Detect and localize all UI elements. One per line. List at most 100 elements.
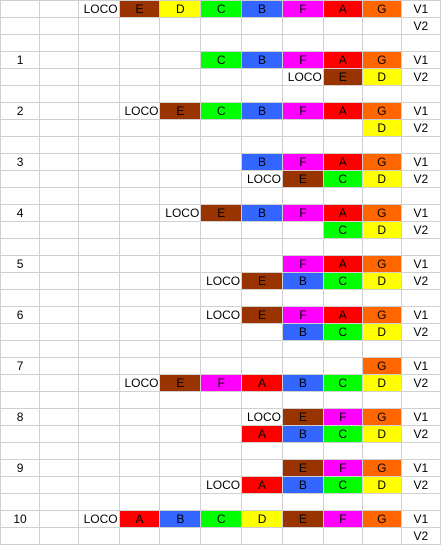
wagon-cell-a[interactable]: A [241, 425, 283, 443]
loco-cell[interactable]: LOCO [118, 102, 161, 120]
empty-cell[interactable] [77, 493, 120, 511]
wagon-cell-c[interactable]: C [322, 221, 363, 239]
wagon-cell-e[interactable]: E [281, 170, 324, 188]
empty-cell[interactable] [200, 119, 243, 137]
track-label-cell[interactable]: V2 [400, 221, 441, 239]
empty-cell[interactable] [200, 187, 243, 205]
step-number-cell[interactable] [0, 85, 41, 103]
empty-cell[interactable] [77, 408, 120, 426]
empty-cell[interactable] [200, 153, 243, 171]
empty-cell[interactable] [361, 527, 402, 545]
empty-cell[interactable] [77, 476, 120, 494]
empty-cell[interactable] [77, 17, 120, 35]
empty-cell[interactable] [241, 357, 283, 375]
wagon-cell-c[interactable]: C [200, 0, 243, 18]
empty-cell[interactable] [118, 425, 161, 443]
wagon-cell-a[interactable]: A [322, 102, 363, 120]
wagon-cell-a[interactable]: A [241, 374, 283, 392]
empty-cell[interactable] [118, 459, 161, 477]
track-label-cell[interactable]: V1 [400, 408, 441, 426]
track-label-cell[interactable]: V2 [400, 425, 441, 443]
empty-cell[interactable] [77, 340, 120, 358]
empty-cell[interactable] [159, 68, 202, 86]
wagon-cell-f[interactable]: F [200, 374, 243, 392]
empty-cell[interactable] [200, 425, 243, 443]
wagon-cell-d[interactable]: D [159, 0, 202, 18]
empty-cell[interactable] [281, 34, 324, 52]
wagon-cell-d[interactable]: D [361, 272, 402, 290]
wagon-cell-d[interactable]: D [241, 510, 283, 528]
empty-cell[interactable] [361, 493, 402, 511]
blank-cell[interactable] [39, 442, 79, 460]
blank-cell[interactable] [39, 323, 79, 341]
empty-cell[interactable] [241, 527, 283, 545]
empty-cell[interactable] [281, 442, 324, 460]
wagon-cell-g[interactable]: G [361, 204, 402, 222]
track-label-cell[interactable] [400, 442, 441, 460]
empty-cell[interactable] [118, 408, 161, 426]
empty-cell[interactable] [77, 187, 120, 205]
track-label-cell[interactable]: V1 [400, 153, 441, 171]
empty-cell[interactable] [159, 85, 202, 103]
empty-cell[interactable] [322, 527, 363, 545]
step-number-cell[interactable] [0, 0, 41, 18]
wagon-cell-e[interactable]: E [281, 510, 324, 528]
track-label-cell[interactable] [400, 187, 441, 205]
empty-cell[interactable] [77, 238, 120, 256]
empty-cell[interactable] [361, 34, 402, 52]
empty-cell[interactable] [118, 272, 161, 290]
wagon-cell-f[interactable]: F [281, 153, 324, 171]
empty-cell[interactable] [322, 136, 363, 154]
wagon-cell-c[interactable]: C [322, 272, 363, 290]
empty-cell[interactable] [322, 289, 363, 307]
empty-cell[interactable] [281, 221, 324, 239]
empty-cell[interactable] [361, 187, 402, 205]
empty-cell[interactable] [322, 85, 363, 103]
blank-cell[interactable] [39, 68, 79, 86]
empty-cell[interactable] [281, 527, 324, 545]
empty-cell[interactable] [77, 34, 120, 52]
wagon-cell-e[interactable]: E [281, 408, 324, 426]
empty-cell[interactable] [200, 493, 243, 511]
empty-cell[interactable] [361, 85, 402, 103]
blank-cell[interactable] [39, 187, 79, 205]
empty-cell[interactable] [200, 170, 243, 188]
empty-cell[interactable] [159, 119, 202, 137]
step-number-cell[interactable] [0, 323, 41, 341]
empty-cell[interactable] [77, 323, 120, 341]
empty-cell[interactable] [118, 136, 161, 154]
step-number-cell[interactable] [0, 187, 41, 205]
wagon-cell-b[interactable]: B [241, 204, 283, 222]
step-number-cell[interactable] [0, 119, 41, 137]
wagon-cell-f[interactable]: F [281, 306, 324, 324]
loco-cell[interactable]: LOCO [200, 272, 243, 290]
empty-cell[interactable] [159, 493, 202, 511]
wagon-cell-f[interactable]: F [281, 51, 324, 69]
blank-cell[interactable] [39, 34, 79, 52]
loco-cell[interactable]: LOCO [241, 170, 283, 188]
blank-cell[interactable] [39, 493, 79, 511]
empty-cell[interactable] [118, 323, 161, 341]
empty-cell[interactable] [77, 221, 120, 239]
blank-cell[interactable] [39, 289, 79, 307]
empty-cell[interactable] [118, 153, 161, 171]
empty-cell[interactable] [322, 357, 363, 375]
empty-cell[interactable] [118, 357, 161, 375]
track-label-cell[interactable] [400, 136, 441, 154]
empty-cell[interactable] [77, 272, 120, 290]
empty-cell[interactable] [159, 357, 202, 375]
empty-cell[interactable] [281, 238, 324, 256]
blank-cell[interactable] [39, 102, 79, 120]
empty-cell[interactable] [77, 68, 120, 86]
wagon-cell-f[interactable]: F [322, 510, 363, 528]
empty-cell[interactable] [200, 221, 243, 239]
empty-cell[interactable] [118, 391, 161, 409]
blank-cell[interactable] [39, 527, 79, 545]
empty-cell[interactable] [200, 255, 243, 273]
empty-cell[interactable] [281, 493, 324, 511]
track-label-cell[interactable]: V1 [400, 51, 441, 69]
blank-cell[interactable] [39, 85, 79, 103]
empty-cell[interactable] [241, 136, 283, 154]
wagon-cell-c[interactable]: C [200, 51, 243, 69]
empty-cell[interactable] [200, 323, 243, 341]
